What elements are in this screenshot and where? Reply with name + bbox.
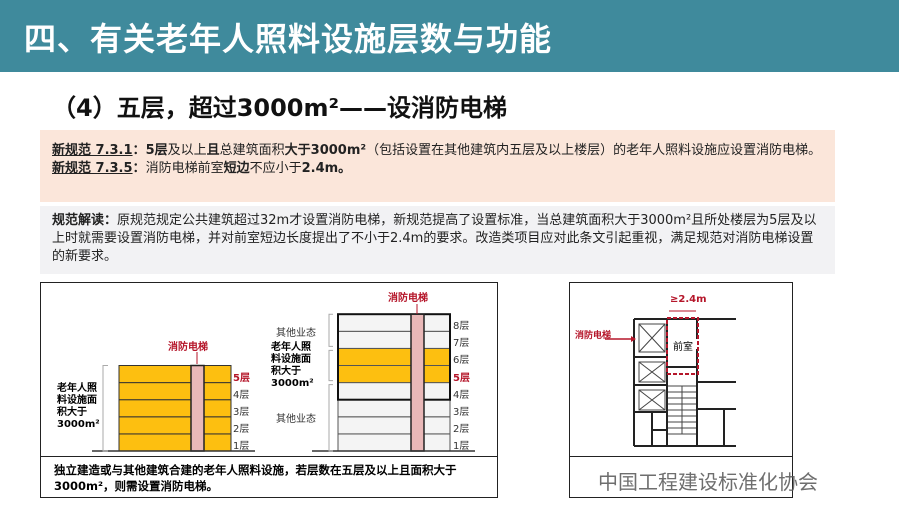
- floor-label: 5层: [233, 372, 250, 384]
- area-label: 老年人照料设施面积大于3000m²: [57, 383, 100, 430]
- floor-label: 1层: [453, 440, 470, 452]
- floor: [118, 433, 232, 452]
- interp-label: 规范解读：: [52, 213, 118, 228]
- figure-left: [40, 282, 498, 498]
- elevator-label: 消防电梯: [168, 342, 208, 353]
- sep: ：: [132, 161, 146, 176]
- floor-diagram: [92, 304, 475, 452]
- arrow-head-icon: [631, 336, 636, 342]
- floor: [337, 365, 451, 384]
- rule-code: 新规范 7.3.1: [52, 143, 133, 158]
- t: 短边: [223, 161, 250, 176]
- floor: [337, 433, 451, 452]
- floor: [337, 399, 451, 418]
- elevator-shaft: [190, 364, 205, 452]
- interp-text: 原规范规定公共建筑超过32m才设置消防电梯，新规范提高了设置标准，当总建筑面积大…: [52, 213, 817, 264]
- floor: [118, 382, 232, 401]
- floor-label: 3层: [233, 406, 250, 418]
- floor-label: 8层: [453, 321, 470, 333]
- other-use-label: 其他业态: [276, 328, 316, 339]
- building-outline: [337, 313, 451, 401]
- divider: [40, 456, 498, 457]
- dimension-label: ≥2.4m: [670, 294, 707, 305]
- floor: [118, 399, 232, 418]
- floor-label: 6层: [453, 355, 470, 367]
- floor-plan: [605, 310, 736, 447]
- floor-label: 4层: [453, 389, 470, 401]
- figure-caption: 独立建造或与其他建筑合建的老年人照料设施，若层数在五层及以上且面积大于3000m…: [54, 463, 457, 493]
- bracket: [328, 384, 333, 452]
- t: （包括设置在其他建筑内五层及以上楼层）的老年人照料设施应设置消防电梯。: [366, 143, 822, 158]
- floor: [118, 365, 232, 384]
- figure-right: [569, 282, 793, 498]
- bracket: [328, 349, 333, 382]
- t: 且: [206, 143, 220, 158]
- elevator-label: 消防电梯: [575, 331, 612, 341]
- anteroom-outline: [666, 317, 699, 375]
- floor: [118, 416, 232, 435]
- page-title: 四、有关老年人照料设施层数与功能: [24, 20, 553, 58]
- t: 2.4m。: [301, 161, 352, 176]
- floor-label: 3层: [453, 406, 470, 418]
- floor: [337, 347, 451, 367]
- floor-label: 7层: [453, 338, 470, 350]
- t: 消防电梯前室: [145, 161, 224, 176]
- t: 总建筑面积: [219, 143, 285, 158]
- t: 不应小于: [249, 161, 302, 176]
- watermark: 中国工程建设标准化协会: [598, 470, 818, 494]
- anteroom-label: 前室: [673, 342, 693, 353]
- floor-label: 4层: [233, 389, 250, 401]
- floor: [337, 416, 451, 435]
- elevator-shaft: [410, 313, 425, 452]
- divider: [569, 456, 793, 457]
- elevator-label: 消防电梯: [388, 293, 428, 304]
- section-subtitle: （4）五层，超过3000m²——设消防电梯: [52, 94, 508, 122]
- area-label: 老年人照料设施面积大于3000m²: [271, 342, 314, 389]
- floor: [337, 330, 451, 349]
- floor: [337, 382, 451, 401]
- t: 5层: [145, 143, 168, 158]
- header-bar: [0, 0, 899, 72]
- bracket: [328, 313, 333, 347]
- rule-code: 新规范 7.3.5: [52, 161, 133, 176]
- floor-label: 2层: [453, 423, 470, 435]
- rule-box: 新规范 7.3.1：5层及以上且总建筑面积大于3000m²（包括设置在其他建筑内…: [40, 130, 835, 202]
- bracket: [102, 365, 108, 452]
- interpretation-box: 规范解读：原规范规定公共建筑超过32m才设置消防电梯，新规范提高了设置标准，当总…: [40, 206, 835, 274]
- other-use-label: 其他业态: [276, 414, 316, 425]
- floor-label: 5层: [453, 372, 470, 384]
- t: 及以上: [167, 143, 207, 158]
- t: 大于3000m²: [284, 143, 367, 158]
- floor: [337, 313, 451, 332]
- floor-label: 2层: [233, 423, 250, 435]
- floor-label: 1层: [233, 440, 250, 452]
- sep: ：: [132, 143, 146, 158]
